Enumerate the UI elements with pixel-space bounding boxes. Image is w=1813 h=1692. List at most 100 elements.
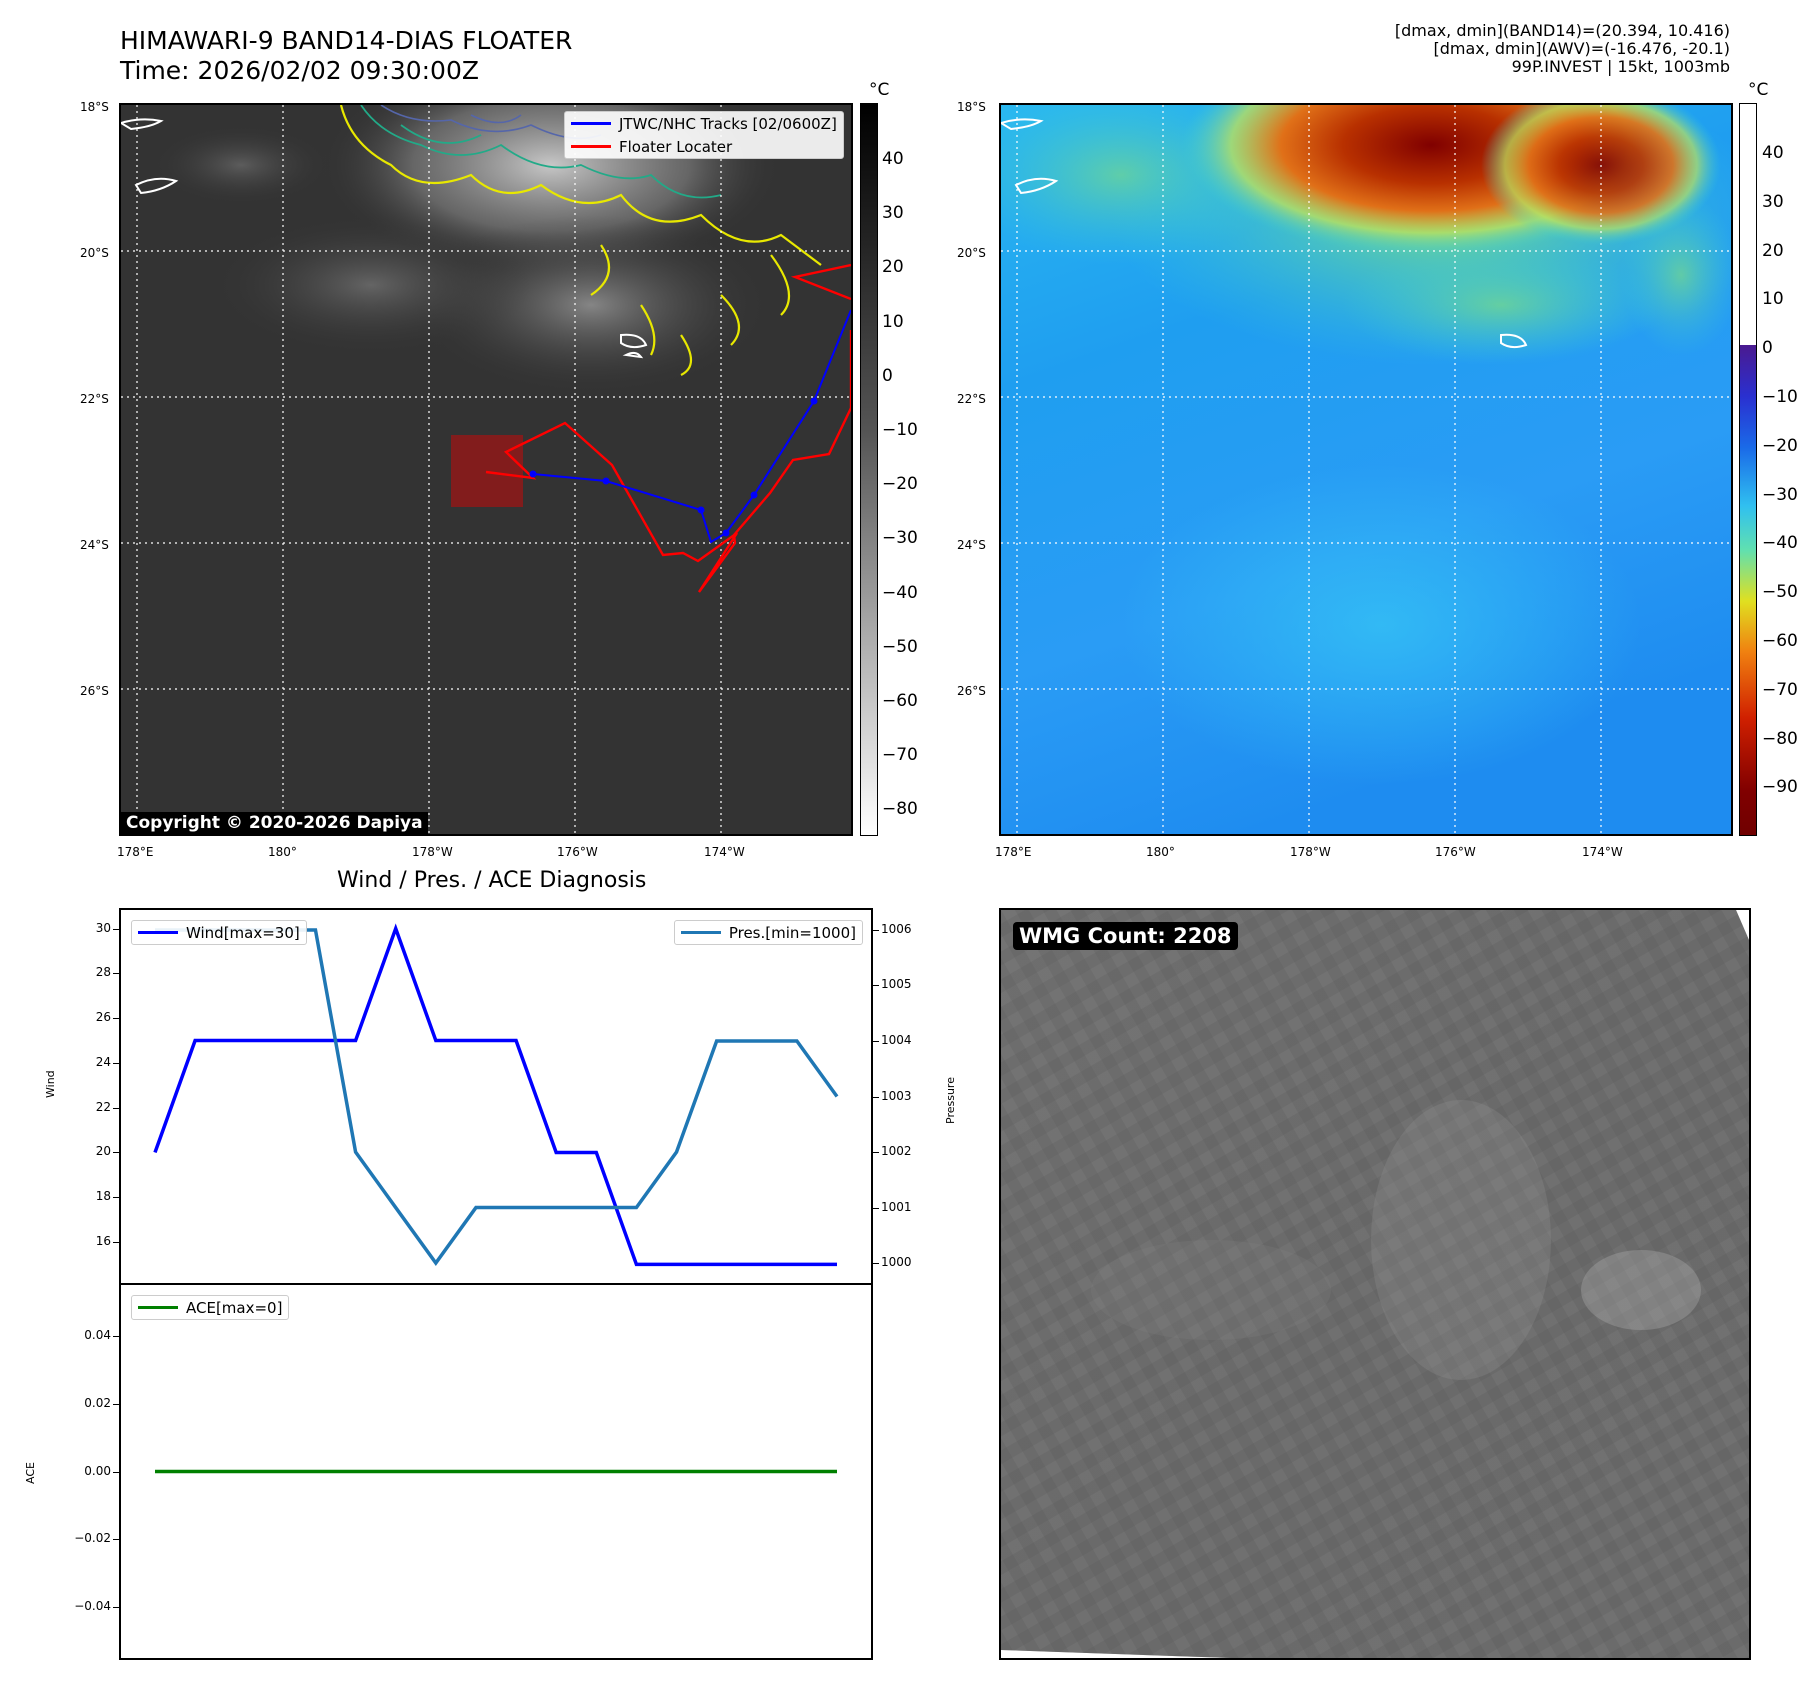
axis-tick-mark: [113, 1539, 119, 1541]
legend-pressure-label: Pres.[min=1000]: [728, 923, 856, 942]
axis-tick-label: 16: [95, 1234, 111, 1249]
axis-tick-label: 20: [95, 1144, 111, 1159]
legend-ace-label: ACE[max=0]: [186, 1298, 283, 1317]
axis-tick-label: 1004: [881, 1032, 912, 1047]
lon-label: 176°W: [557, 845, 598, 859]
axis-tick-mark: [873, 1263, 879, 1265]
awv-map: [1001, 105, 1731, 834]
colorbar-tick: −20: [1762, 435, 1798, 456]
legend-swatch: [138, 1306, 178, 1309]
colorbar-tick: −30: [882, 528, 918, 549]
jtwc-track: [532, 309, 851, 544]
axis-tick-mark: [113, 973, 119, 975]
info-line-1: [dmax, dmin](BAND14)=(20.394, 10.416): [1394, 21, 1730, 40]
axis-tick-label: 1003: [881, 1088, 912, 1103]
map-legend: JTWC/NHC Tracks [02/0600Z] Floater Locat…: [564, 111, 844, 159]
colorbar-tick: −30: [1762, 484, 1798, 505]
colorbar-tick: −80: [882, 799, 918, 820]
pres-series-line: [155, 928, 839, 1267]
axis-tick-label: −0.04: [74, 1599, 111, 1614]
axis-tick-label: 26: [95, 1010, 111, 1025]
colorbar-tick: 20: [1762, 240, 1784, 261]
wind-pres-panel: Wind[max=30] Pres.[min=1000]: [119, 908, 873, 1285]
lat-label: 24°S: [957, 538, 986, 552]
axis-tick-mark: [113, 928, 119, 930]
axis-tick-label: −0.02: [74, 1531, 111, 1546]
legend-floater-label: Floater Locater: [619, 137, 733, 156]
lat-label: 22°S: [80, 392, 109, 406]
cloud-band: [211, 215, 531, 355]
wind-pres-chart: [153, 923, 839, 1267]
ir-colorbar: [860, 103, 878, 836]
lon-label: 174°W: [704, 845, 745, 859]
coastline: [121, 118, 648, 359]
legend-pressure: Pres.[min=1000]: [675, 921, 862, 944]
axis-tick-mark: [113, 1471, 119, 1473]
contour-teal: [360, 105, 722, 199]
axis-tick-label: 22: [95, 1099, 111, 1114]
colorbar-tick: 0: [882, 365, 893, 386]
ir-map-panel: JTWC/NHC Tracks [02/0600Z] Floater Locat…: [119, 103, 853, 836]
info-line-2: [dmax, dmin](AWV)=(-16.476, -20.1): [1433, 39, 1730, 58]
awv-map-panel: [999, 103, 1733, 836]
wind-legend: Wind[max=30]: [131, 920, 307, 945]
title-line-2: Time: 2026/02/02 09:30:00Z: [120, 56, 479, 85]
colorbar-tick: 10: [882, 311, 904, 332]
lat-label: 18°S: [957, 100, 986, 114]
colorbar-tick: −50: [1762, 582, 1798, 603]
colorbar-tick: −60: [1762, 631, 1798, 651]
colorbar-tick: 20: [882, 257, 904, 278]
axis-tick-label: 1000: [881, 1255, 912, 1270]
colorbar-unit: °C: [1748, 80, 1769, 100]
ace-chart: [155, 1469, 837, 1474]
lon-label: 178°W: [1290, 845, 1331, 859]
ir-map: [121, 105, 851, 834]
axis-tick-mark: [113, 1607, 119, 1609]
colorbar-tick: −40: [1762, 533, 1798, 554]
legend-tracks: JTWC/NHC Tracks [02/0600Z]: [565, 112, 843, 135]
pressure-axis-title: Pressure: [944, 1077, 957, 1124]
diag-title: Wind / Pres. / ACE Diagnosis: [337, 868, 647, 893]
colorbar-tick: −90: [1762, 777, 1798, 798]
colorbar-tick: 10: [1762, 289, 1784, 310]
colorbar-tick: −70: [882, 745, 918, 766]
lon-label: 174°W: [1582, 845, 1623, 859]
axis-tick-mark: [873, 1152, 879, 1154]
colorbar-tick: 0: [1762, 338, 1773, 359]
colorbar-tick: 30: [1762, 191, 1784, 212]
legend-swatch: [571, 145, 611, 148]
axis-tick-mark: [113, 1062, 119, 1064]
title-line-1: HIMAWARI-9 BAND14-DIAS FLOATER: [120, 26, 573, 55]
lat-label: 20°S: [80, 246, 109, 260]
legend-wind: Wind[max=30]: [132, 921, 306, 944]
colorbar-tick: −60: [882, 691, 918, 711]
colorbar-tick: 40: [882, 149, 904, 169]
colorbar-tick: −10: [882, 420, 918, 440]
axis-tick-label: 18: [95, 1189, 111, 1204]
pressure-legend: Pres.[min=1000]: [673, 920, 863, 945]
legend-swatch: [571, 122, 611, 125]
axis-tick-label: 1001: [881, 1199, 912, 1214]
wmg-panel: WMG Count: 2208: [999, 908, 1751, 1660]
axis-tick-mark: [113, 1335, 119, 1337]
gridlines: [1001, 105, 1731, 834]
axis-tick-mark: [113, 1197, 119, 1199]
axis-tick-mark: [873, 929, 879, 931]
axis-tick-mark: [113, 1152, 119, 1154]
axis-tick-label: 1005: [881, 977, 912, 992]
colorbar-tick: −40: [882, 582, 918, 603]
axis-tick-mark: [113, 1107, 119, 1109]
lon-label: 180°: [268, 845, 297, 859]
axis-tick-mark: [113, 1242, 119, 1244]
lon-label: 178°E: [995, 845, 1032, 859]
copyright-badge: Copyright © 2020-2026 Dapiya: [121, 812, 428, 834]
axis-tick-label: 0.04: [84, 1327, 111, 1342]
ace-panel: ACE[max=0]: [119, 1283, 873, 1660]
axis-tick-label: 28: [95, 965, 111, 980]
lat-label: 26°S: [957, 684, 986, 698]
wind-axis-title: Wind: [44, 1070, 57, 1098]
gridlines: [121, 105, 851, 834]
legend-swatch: [138, 931, 178, 934]
colorbar-tick: −70: [1762, 679, 1798, 700]
awv-colorbar: [1739, 103, 1757, 836]
